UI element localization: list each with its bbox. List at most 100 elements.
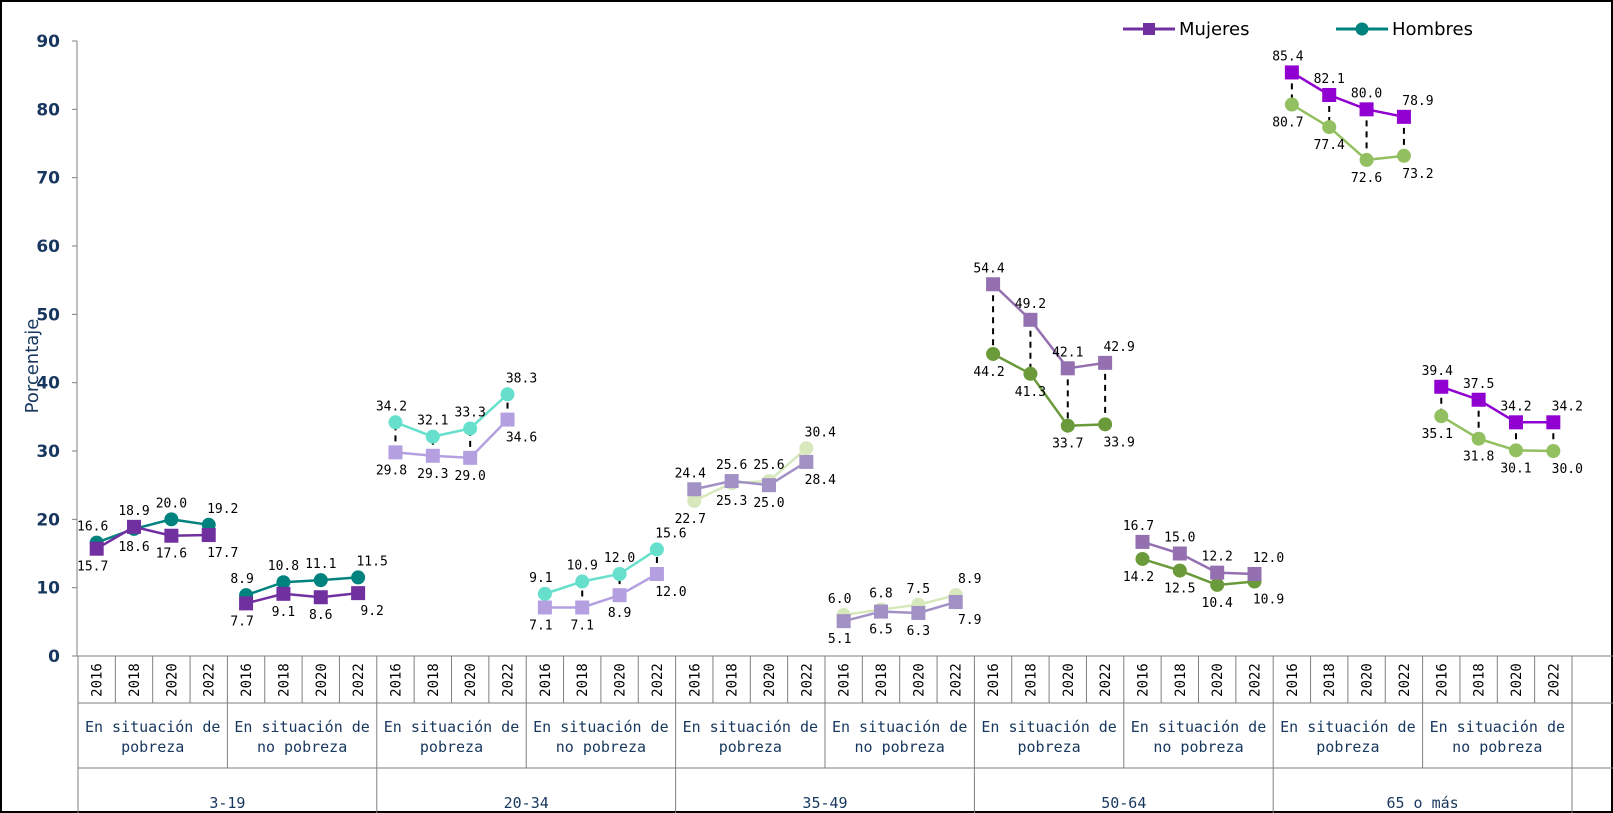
point-hombres bbox=[1060, 418, 1075, 433]
year-tick-label: 2022 bbox=[501, 663, 517, 697]
series-line-mujeres bbox=[96, 525, 209, 550]
data-label-hombres: 33.3 bbox=[455, 405, 486, 420]
series-line-hombres bbox=[992, 352, 1106, 427]
data-label-mujeres: 34.2 bbox=[1552, 399, 1583, 414]
condition-label-line1: En situación de bbox=[981, 718, 1116, 736]
y-tick-label: 50 bbox=[36, 305, 60, 325]
point-hombres bbox=[1359, 152, 1374, 167]
condition-label-line1: En situación de bbox=[832, 718, 967, 736]
point-hombres bbox=[1135, 551, 1150, 566]
series-line-hombres bbox=[843, 593, 957, 617]
year-tick-label: 2022 bbox=[650, 663, 666, 697]
y-axis-label: Porcentaje bbox=[22, 319, 43, 414]
point-hombres bbox=[1322, 120, 1337, 135]
point-mujeres bbox=[425, 448, 440, 463]
series-line-hombres bbox=[395, 393, 509, 438]
data-label-hombres: 25.6 bbox=[753, 458, 784, 473]
data-label-hombres: 32.1 bbox=[417, 414, 448, 429]
data-label-hombres: 10.4 bbox=[1202, 596, 1233, 611]
condition-label-line2: no pobreza bbox=[556, 738, 646, 756]
series-line-hombres bbox=[1142, 557, 1255, 587]
data-label-hombres: 38.3 bbox=[506, 371, 537, 386]
y-tick-label: 30 bbox=[36, 442, 60, 462]
data-label-mujeres: 12.0 bbox=[1253, 551, 1284, 566]
point-mujeres bbox=[1247, 567, 1262, 581]
year-tick-label: 2016 bbox=[1285, 663, 1301, 697]
condition-label-line1: En situación de bbox=[85, 718, 220, 736]
year-tick-label: 2016 bbox=[90, 663, 106, 697]
year-tick-label: 2020 bbox=[1509, 663, 1525, 697]
point-mujeres bbox=[1359, 102, 1374, 117]
year-tick-label: 2020 bbox=[314, 663, 330, 697]
condition-label-line1: En situación de bbox=[683, 718, 818, 736]
data-label-mujeres: 29.0 bbox=[455, 469, 486, 484]
data-label-mujeres: 9.2 bbox=[360, 604, 383, 619]
point-hombres bbox=[612, 567, 627, 581]
year-tick-label: 2018 bbox=[276, 663, 292, 697]
legend-item-mujeres[interactable]: Mujeres bbox=[1123, 19, 1249, 40]
data-label-mujeres: 5.1 bbox=[828, 632, 851, 647]
data-label-mujeres: 42.1 bbox=[1052, 345, 1083, 360]
series-line-mujeres bbox=[395, 418, 509, 460]
data-label-hombres: 9.1 bbox=[529, 571, 552, 586]
y-tick-label: 0 bbox=[48, 647, 60, 667]
point-mujeres bbox=[1284, 65, 1299, 80]
year-tick-label: 2016 bbox=[837, 663, 853, 697]
series-line-hombres bbox=[693, 447, 808, 503]
data-label-mujeres: 78.9 bbox=[1402, 94, 1433, 109]
point-hombres bbox=[1172, 563, 1187, 578]
age-group-label: 50-64 bbox=[1101, 794, 1146, 812]
data-label-hombres: 8.9 bbox=[230, 572, 253, 587]
age-group-label: 65 o más bbox=[1386, 794, 1458, 812]
data-label-mujeres: 37.5 bbox=[1463, 377, 1494, 392]
condition-label-line2: pobreza bbox=[420, 738, 483, 756]
condition-label-line1: En situación de bbox=[1430, 718, 1565, 736]
point-mujeres bbox=[687, 482, 702, 497]
series-line-mujeres bbox=[1440, 385, 1554, 424]
y-tick-label: 60 bbox=[36, 237, 60, 257]
condition-label-line2: no pobreza bbox=[1452, 738, 1542, 756]
point-mujeres bbox=[164, 528, 179, 543]
year-tick-label: 2022 bbox=[949, 663, 965, 697]
point-hombres bbox=[313, 573, 328, 588]
point-mujeres bbox=[239, 596, 254, 611]
year-tick-label: 2022 bbox=[799, 663, 815, 697]
data-label-hombres: 10.8 bbox=[268, 559, 299, 574]
year-tick-label: 2020 bbox=[1210, 663, 1226, 697]
point-mujeres bbox=[1060, 361, 1075, 376]
year-tick-label: 2022 bbox=[1098, 663, 1114, 697]
data-label-hombres: 10.9 bbox=[1253, 593, 1284, 608]
y-tick-label: 20 bbox=[36, 510, 60, 530]
year-tick-label: 2022 bbox=[202, 663, 218, 697]
data-label-mujeres: 85.4 bbox=[1272, 49, 1303, 64]
y-tick-label: 10 bbox=[36, 579, 60, 599]
point-mujeres bbox=[463, 450, 478, 465]
data-label-mujeres: 8.6 bbox=[309, 608, 332, 623]
legend-marker-hombres bbox=[1355, 22, 1369, 36]
data-label-hombres: 77.4 bbox=[1314, 138, 1345, 153]
point-mujeres bbox=[612, 588, 627, 603]
series-line-mujeres bbox=[544, 572, 658, 609]
data-label-mujeres: 29.8 bbox=[376, 463, 407, 478]
data-label-hombres: 14.2 bbox=[1123, 570, 1154, 585]
data-label-mujeres: 34.6 bbox=[506, 431, 537, 446]
legend-item-hombres[interactable]: Hombres bbox=[1336, 19, 1473, 40]
data-label-hombres: 11.5 bbox=[356, 554, 387, 569]
point-hombres bbox=[463, 421, 478, 436]
data-label-hombres: 12.0 bbox=[604, 551, 635, 566]
year-tick-label: 2020 bbox=[1360, 663, 1376, 697]
point-mujeres bbox=[1172, 546, 1187, 561]
age-group-label: 3-19 bbox=[209, 794, 245, 812]
condition-label-line2: pobreza bbox=[121, 738, 184, 756]
point-mujeres bbox=[836, 614, 851, 629]
series-line-mujeres bbox=[843, 600, 957, 623]
data-label-mujeres: 39.4 bbox=[1422, 364, 1453, 379]
point-mujeres bbox=[1396, 109, 1411, 124]
condition-label-line2: pobreza bbox=[719, 738, 782, 756]
year-tick-label: 2018 bbox=[1023, 663, 1039, 697]
data-label-mujeres: 6.3 bbox=[907, 624, 930, 639]
point-hombres bbox=[276, 575, 291, 590]
series-line-hombres bbox=[245, 576, 359, 597]
year-tick-label: 2018 bbox=[725, 663, 741, 697]
